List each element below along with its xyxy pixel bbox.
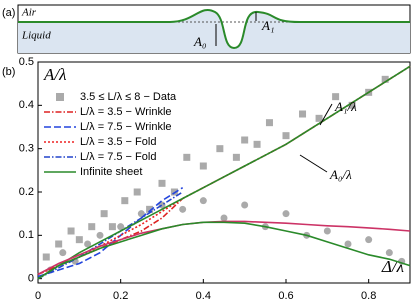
- panel-a: (a) Air Liquid A₀ A₁: [2, 4, 411, 54]
- y-axis-label: A/λ: [43, 65, 66, 84]
- y-tick-label: 0: [28, 273, 34, 285]
- legend-label: 3.5 ≤ L/λ ≤ 8 − Data: [80, 91, 177, 103]
- data-point: [241, 136, 249, 144]
- legend-marker: [56, 93, 64, 101]
- y-tick-label: 0.5: [19, 56, 34, 68]
- data-point: [220, 214, 228, 222]
- liquid-region: [18, 9, 410, 53]
- y-tick-label: 0.3: [19, 143, 34, 155]
- data-point: [55, 240, 63, 248]
- a1-label: A₁: [261, 18, 274, 33]
- data-point: [84, 240, 92, 248]
- data-point: [121, 197, 129, 205]
- data-point: [385, 249, 393, 257]
- legend-label: L/λ = 7.5 − Wrinkle: [80, 121, 172, 133]
- annotation: A₀/λ: [329, 167, 352, 182]
- data-point: [282, 210, 290, 218]
- data-point: [381, 75, 389, 83]
- annotation-pointer: [299, 154, 328, 173]
- data-point: [241, 201, 249, 209]
- data-point: [59, 249, 67, 257]
- data-point: [96, 231, 104, 239]
- x-tick-label: 0.8: [361, 290, 376, 302]
- line: [37, 220, 411, 276]
- data-point: [282, 132, 290, 140]
- line: [37, 186, 184, 278]
- x-tick-label: 0.4: [196, 290, 211, 302]
- a0-label: A₀: [193, 34, 206, 49]
- data-point: [67, 227, 75, 235]
- air-label: Air: [21, 7, 37, 19]
- line: [37, 221, 411, 280]
- legend-label: Infinite sheet: [80, 166, 142, 178]
- data-point: [117, 223, 125, 231]
- data-point: [42, 253, 50, 261]
- data-point: [137, 210, 145, 218]
- data-point: [216, 145, 224, 153]
- y-tick-label: 0.1: [19, 229, 34, 241]
- data-point: [133, 188, 141, 196]
- data-point: [348, 101, 356, 109]
- data-point: [146, 205, 154, 213]
- y-tick-label: 0.4: [19, 99, 34, 111]
- annotation: A₁/λ: [334, 99, 357, 114]
- panel-label: (b): [2, 66, 15, 78]
- data-point: [299, 110, 307, 118]
- legend-label: L/λ = 3.5 − Wrinkle: [80, 106, 172, 118]
- data-point: [75, 236, 83, 244]
- data-point: [332, 93, 340, 101]
- panel-b: 0 0.2 0.4 0.6 0.800.10.20.30.40.5(b) A/λΔ/λA₀…: [2, 56, 411, 302]
- liquid-label: Liquid: [21, 30, 51, 42]
- data-point: [88, 223, 96, 231]
- legend-label: L/λ = 3.5 − Fold: [80, 136, 156, 148]
- line: [37, 65, 411, 280]
- data-point: [108, 223, 116, 231]
- panel-label: (a): [2, 7, 15, 19]
- annotation-pointer: [319, 103, 333, 126]
- plot-frame: [37, 61, 411, 284]
- data-point: [365, 236, 373, 244]
- data-point: [265, 119, 273, 127]
- data-point: [344, 240, 352, 248]
- data-point: [183, 153, 191, 161]
- data-point: [100, 210, 108, 218]
- data-point: [199, 197, 207, 205]
- y-tick-label: 0.2: [19, 186, 34, 198]
- x-tick-label: 0.6: [278, 290, 293, 302]
- data-point: [323, 227, 331, 235]
- data-point: [158, 179, 166, 187]
- x-tick-label: 0: [35, 290, 41, 302]
- data-point: [253, 140, 261, 148]
- sheet-profile: [18, 9, 410, 50]
- data-point: [232, 153, 240, 161]
- data-point: [199, 162, 207, 170]
- legend-label: L/λ = 7.5 − Fold: [80, 151, 156, 163]
- data-point: [179, 205, 187, 213]
- data-point: [315, 114, 323, 122]
- x-tick-label: 0.2: [113, 290, 128, 302]
- line: [37, 191, 184, 280]
